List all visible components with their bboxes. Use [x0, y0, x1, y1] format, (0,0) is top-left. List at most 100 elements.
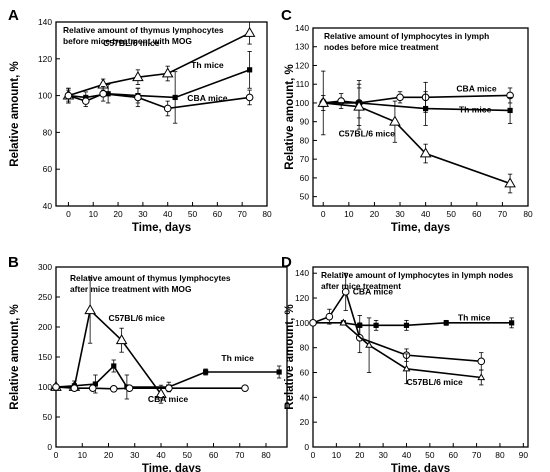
x-tick-label: 80: [495, 450, 505, 460]
data-point: [81, 97, 90, 105]
y-tick-label: 110: [296, 79, 310, 89]
y-tick-label: 0: [47, 442, 52, 452]
panel-c: C 0 10 20 30 40 50 60 70 80 50 60 70 80 90 100 110 120 130…: [281, 7, 533, 234]
y-tick-label: 140: [295, 23, 309, 33]
y-tick-label: 0: [304, 442, 309, 452]
y-axis-label: Relative amount, %: [9, 61, 21, 166]
panel-title-line: Relative amount of lymphocytes in lymph: [324, 31, 489, 41]
data-point: [132, 70, 144, 82]
panel-a: A 0 10 20 30 40 50 60 70 80 40 60 80 100 120 140 Time, d…: [8, 7, 272, 234]
data-point: [509, 320, 515, 326]
series-line: [323, 102, 511, 185]
panel-b: B 0 10 20 30 40 50 60 70 80 0 50 100 150 200 250 300 Time…: [8, 254, 288, 472]
series-line: [342, 322, 482, 379]
x-tick-label: 0: [321, 209, 326, 219]
x-tick-label: 20: [370, 209, 380, 219]
data-point: [52, 383, 60, 391]
y-tick-label: 250: [38, 292, 52, 302]
y-axis-label: Relative amount, %: [9, 304, 21, 409]
series-line: [55, 364, 280, 388]
data-point: [317, 96, 330, 107]
x-axis-label: Time, days: [391, 463, 450, 472]
x-tick-label: 50: [425, 450, 435, 460]
data-point: [115, 333, 128, 345]
x-tick-label: 50: [183, 450, 193, 460]
data-point: [419, 147, 432, 158]
y-tick-label: 140: [38, 17, 52, 27]
x-axis-label: Time, days: [391, 222, 450, 234]
y-tick-label: 40: [300, 392, 310, 402]
series-label: C57BL/6 mice: [406, 377, 463, 387]
data-point: [155, 387, 167, 399]
x-tick-label: 70: [238, 209, 248, 219]
series-label: Th mice: [459, 104, 492, 114]
series-label: C57BL/6 mice: [109, 313, 166, 323]
x-tick-label: 10: [89, 209, 99, 219]
x-tick-label: 20: [113, 209, 123, 219]
x-tick-label: 70: [235, 450, 245, 460]
series-label: C57BL/6 mice: [339, 129, 396, 139]
y-tick-label: 100: [38, 382, 52, 392]
data-point: [163, 104, 172, 113]
data-point: [84, 303, 96, 315]
panel-letter: B: [8, 254, 19, 271]
series-label: C57BL/6 mice: [103, 38, 160, 48]
panel-title-line: after mice treatment with MOG: [70, 284, 191, 294]
y-tick-label: 150: [38, 352, 52, 362]
data-point: [247, 67, 253, 73]
series-line: [312, 289, 482, 363]
series-c57bl-6-mice: C57BL/6 mice: [339, 317, 486, 387]
panel-letter: A: [8, 7, 19, 24]
x-tick-label: 50: [447, 209, 457, 219]
series-th-mice: Th mice: [53, 353, 282, 400]
panel-title-line: before mice treatment with MOG: [63, 36, 192, 46]
y-tick-label: 200: [38, 322, 52, 332]
x-tick-label: 0: [66, 209, 71, 219]
data-point: [125, 384, 134, 393]
x-tick-label: 10: [344, 209, 354, 219]
data-point: [365, 341, 373, 348]
x-tick-label: 30: [138, 209, 148, 219]
y-tick-label: 80: [300, 343, 310, 353]
plot-frame: [55, 21, 268, 207]
data-point: [70, 384, 79, 393]
series-c57bl-6-mice: C57BL/6 mice: [317, 83, 516, 194]
data-point: [341, 288, 350, 296]
y-tick-label: 40: [43, 201, 53, 211]
panel-title-line: nodes before mice treatment: [324, 42, 439, 52]
data-point: [309, 319, 317, 327]
series-cba-mice: CBA mice: [64, 86, 254, 117]
y-tick-label: 120: [295, 60, 309, 70]
data-point: [243, 26, 256, 37]
y-tick-label: 120: [295, 293, 309, 303]
series-cba-mice: CBA mice: [52, 383, 249, 404]
x-tick-label: 30: [130, 450, 140, 460]
data-point: [423, 105, 429, 112]
x-tick-label: 50: [188, 209, 198, 219]
x-tick-label: 70: [498, 209, 508, 219]
panel-title-line: Relative amount of thymus lymphocytes: [70, 273, 231, 283]
data-point: [507, 107, 513, 114]
series-line: [68, 69, 250, 99]
data-point: [339, 318, 348, 326]
x-tick-label: 80: [262, 209, 272, 219]
x-tick-label: 60: [472, 209, 482, 219]
x-tick-label: 40: [156, 450, 166, 460]
series-label: CBA mice: [456, 84, 496, 94]
y-tick-label: 80: [43, 127, 53, 137]
x-tick-label: 0: [311, 450, 316, 460]
y-tick-label: 100: [295, 98, 309, 108]
data-point: [64, 91, 73, 100]
data-point: [477, 373, 486, 381]
data-point: [172, 94, 178, 101]
y-tick-label: 50: [43, 412, 53, 422]
panel-title-line: Relative amount of thymus lymphocytes: [63, 25, 224, 35]
x-tick-label: 20: [104, 450, 114, 460]
y-tick-label: 20: [300, 417, 310, 427]
y-axis-label: Relative amount, %: [284, 64, 296, 169]
x-tick-label: 20: [355, 450, 365, 460]
series-line: [323, 94, 511, 104]
panel-title-line: Relative amount of lymphocytes in lymph …: [321, 270, 514, 280]
series-line: [323, 102, 511, 112]
